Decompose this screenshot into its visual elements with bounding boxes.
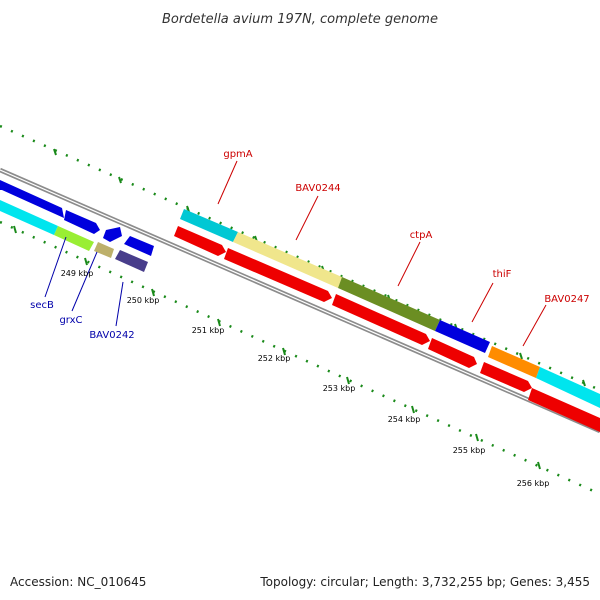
leader-gpmA <box>217 160 238 205</box>
red-gene-block <box>174 226 226 256</box>
gene-block-cyan <box>0 200 58 235</box>
red-gene-block <box>224 248 332 302</box>
inner-major-tick <box>475 433 479 442</box>
red-gene-block <box>480 362 532 392</box>
backbone-gap <box>0 169 600 432</box>
map-title: Bordetella avium 197N, complete genome <box>162 12 438 27</box>
scale-label-255: 255 kbp <box>453 446 486 455</box>
gene-ctpA <box>338 277 440 331</box>
outer-tick-dots <box>0 124 600 392</box>
scale-label-251: 251 kbp <box>192 326 225 335</box>
red-gene-block <box>428 338 477 368</box>
gene-label-thiF: thiF <box>493 269 512 280</box>
leader-secB <box>44 236 67 298</box>
gene-label-BAV0247: BAV0247 <box>544 294 589 305</box>
gene-block-lime <box>54 226 94 251</box>
gene-block-blue <box>64 210 100 234</box>
gene-block-slate <box>115 250 148 272</box>
gene-label-gpmA: gpmA <box>223 149 252 160</box>
leader-BAV0244 <box>295 195 319 241</box>
leader-BAV0247 <box>522 304 547 347</box>
inner-major-tick <box>151 288 155 297</box>
gene-cyan-right <box>536 367 600 408</box>
gene-BAV0247 <box>488 346 540 378</box>
gene-thiF <box>435 320 490 353</box>
inner-major-tick <box>84 257 88 266</box>
scale-label-249: 249 kbp <box>61 269 94 278</box>
feature-track-upper <box>180 209 600 408</box>
leader-ctpA <box>397 241 421 287</box>
genome-backbone <box>0 167 600 434</box>
inner-major-tick <box>282 347 286 356</box>
inner-tick-ring <box>0 220 600 496</box>
gene-BAV0244 <box>233 232 342 288</box>
scale-label-256: 256 kbp <box>517 479 550 488</box>
gene-gpmA <box>180 209 238 242</box>
leader-thiF <box>471 282 494 323</box>
scale-label-252: 252 kbp <box>258 354 291 363</box>
gene-block-blue <box>0 180 64 218</box>
scale-label-250: 250 kbp <box>127 296 160 305</box>
gene-label-BAV0244: BAV0244 <box>295 183 340 194</box>
gene-block-khaki <box>94 242 114 258</box>
inner-major-ticks <box>13 225 541 470</box>
inner-major-tick <box>217 318 221 327</box>
leader-grxC <box>71 251 98 312</box>
outer-major-tick <box>53 148 57 156</box>
outer-major-tick <box>519 352 523 360</box>
outer-major-tick <box>118 176 122 184</box>
inner-major-tick <box>537 461 541 470</box>
gene-label-BAV0242: BAV0242 <box>89 330 134 341</box>
gene-block-blue <box>103 227 122 242</box>
genome-summary-text: Topology: circular; Length: 3,732,255 bp… <box>259 575 590 589</box>
accession-text: Accession: NC_010645 <box>10 575 146 589</box>
feature-track-lower <box>174 226 600 432</box>
upper-label-leaders <box>217 160 547 347</box>
lower-label-leaders <box>44 236 124 327</box>
forward-genes-left <box>0 180 154 272</box>
inner-major-tick <box>411 405 415 414</box>
scale-label-254: 254 kbp <box>388 415 421 424</box>
red-gene-block <box>528 388 600 432</box>
red-gene-block <box>332 294 430 345</box>
leader-BAV0242 <box>115 281 124 327</box>
gene-label-grxC: grxC <box>59 315 82 326</box>
gene-block-blue <box>124 236 154 256</box>
gene-label-secB: secB <box>30 300 54 311</box>
inner-major-tick <box>346 376 350 385</box>
scale-label-253: 253 kbp <box>323 384 356 393</box>
outer-major-tick <box>582 379 586 387</box>
outer-tick-ring <box>0 124 600 392</box>
inner-tick-dots <box>0 220 600 496</box>
inner-major-tick <box>13 225 17 234</box>
gene-label-ctpA: ctpA <box>410 230 433 241</box>
